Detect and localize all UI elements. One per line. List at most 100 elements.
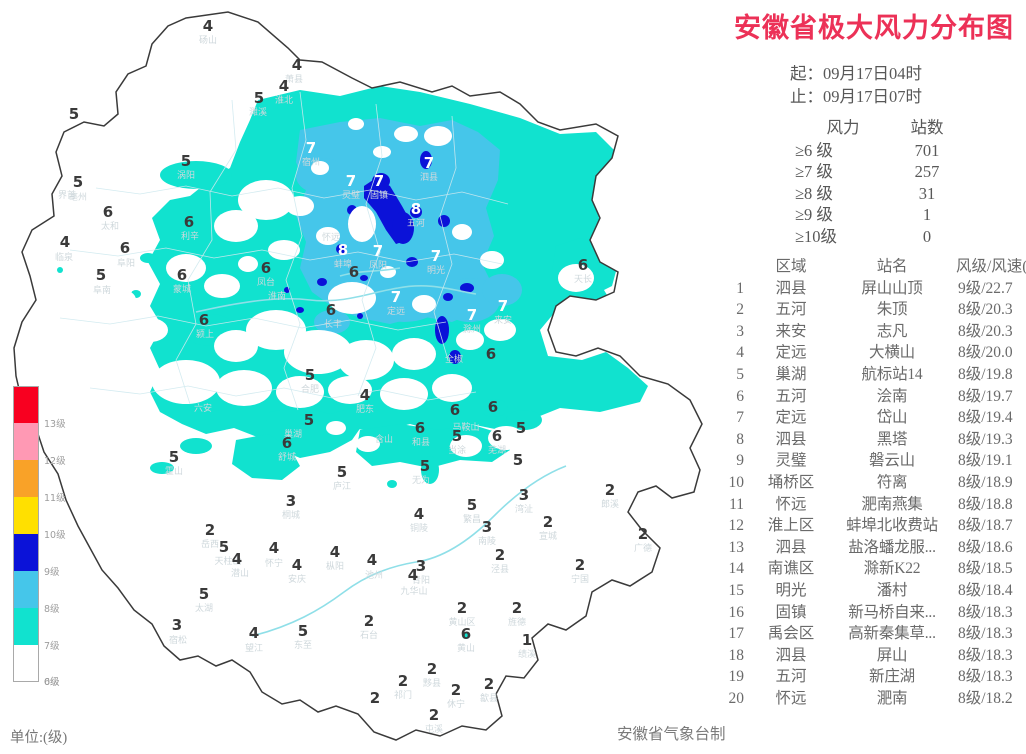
station-index: 18 [728, 646, 745, 664]
legend-band[interactable]: 7级 [13, 608, 60, 652]
summary-row: ≥10级 0 [795, 226, 963, 248]
station-table-body: 1 泗县 屏山山顶 9级/22.7 2 五河 朱顶 8级/20.3 3 来安 志凡 8级/20.3 4 定… [718, 278, 1026, 710]
table-row[interactable]: 1 泗县 屏山山顶 9级/22.7 [718, 278, 1026, 300]
table-row[interactable]: 20 怀远 淝南 8级/18.2 [718, 688, 1026, 710]
station-wind-value: 8级/18.3 [958, 603, 1013, 621]
station-wind-value: 8级/18.3 [958, 668, 1013, 686]
legend-tick: 9级 [44, 567, 60, 578]
station-wind-value: 8级/20.0 [958, 344, 1013, 362]
station-wind-value: 8级/19.3 [958, 430, 1013, 448]
station-area: 泗县 [775, 430, 807, 448]
legend-tick: 12级 [44, 456, 66, 467]
station-wind-value: 8级/18.4 [958, 581, 1013, 599]
station-wind-value: 8级/18.7 [958, 517, 1013, 535]
station-area: 五河 [775, 301, 807, 319]
table-row[interactable]: 2 五河 朱顶 8级/20.3 [718, 299, 1026, 321]
table-row[interactable]: 8 泗县 黑塔 8级/19.3 [718, 429, 1026, 451]
station-area: 淮上区 [767, 517, 815, 535]
header-area: 区域 [775, 258, 807, 275]
summary-count: 31 [918, 183, 936, 203]
legend-band[interactable]: 12级 [13, 423, 66, 467]
top-stations-table[interactable]: 区域 站名 风级/风速(m/s) 1 泗县 屏山山顶 9级/22.7 2 五河 朱顶 8级/2… [718, 256, 1026, 709]
wind-field-layer [57, 86, 648, 639]
station-area: 怀远 [775, 689, 807, 707]
table-row[interactable]: 5 巢湖 航标站14 8级/19.8 [718, 364, 1026, 386]
table-row[interactable]: 18 泗县 屏山 8级/18.3 [718, 645, 1026, 667]
station-index: 10 [728, 473, 745, 491]
summary-count: 1 [922, 205, 932, 224]
station-area: 禹会区 [767, 625, 815, 643]
station-name: 新马桥自来... [848, 603, 936, 621]
station-area: 南谯区 [767, 560, 815, 578]
legend-tick: 11级 [44, 493, 66, 504]
table-row[interactable]: 14 南谯区 滁新K22 8级/18.5 [718, 558, 1026, 580]
table-row[interactable]: 6 五河 浍南 8级/19.7 [718, 386, 1026, 408]
legend-band[interactable]: 13级 [13, 386, 66, 430]
legend-band[interactable]: 10级 [13, 497, 66, 541]
table-row[interactable]: 3 来安 志凡 8级/20.3 [718, 321, 1026, 343]
table-row[interactable]: 19 五河 新庄湖 8级/18.3 [718, 666, 1026, 688]
legend-tick: 0级 [44, 677, 60, 688]
station-area: 巢湖 [775, 365, 807, 383]
station-wind-value: 8级/18.3 [958, 625, 1013, 643]
station-area: 怀远 [775, 495, 807, 513]
summary-row: ≥8 级 31 [795, 183, 963, 205]
wind-level-summary-table: 风力 站数 ≥6 级 701 ≥7 级 257 ≥8 级 31 ≥9 级 1 ≥10级 0 [795, 117, 963, 247]
producer-credit: 安徽省气象台制 [617, 726, 726, 743]
station-wind-value: 8级/19.7 [958, 387, 1013, 405]
station-index: 19 [728, 668, 745, 686]
station-area: 五河 [775, 668, 807, 686]
station-wind-value: 8级/18.5 [958, 560, 1013, 578]
station-name: 浍南 [876, 387, 908, 405]
table-row[interactable]: 16 固镇 新马桥自来... 8级/18.3 [718, 602, 1026, 624]
station-name: 朱顶 [876, 301, 908, 319]
station-name: 符离 [876, 473, 908, 491]
page-title: 安徽省极大风力分布图 [734, 13, 1014, 44]
station-index: 9 [736, 452, 744, 470]
end-time-row: 止：09月17日07时 [790, 85, 922, 108]
legend-tick: 10级 [44, 530, 66, 541]
legend-unit-label: 单位:(级) [10, 730, 68, 746]
station-index: 13 [728, 538, 745, 556]
time-range-block: 起：09月17日04时 止：09月17日07时 [790, 62, 922, 108]
legend-band[interactable]: 9级 [13, 534, 60, 578]
table-row[interactable]: 4 定远 大横山 8级/20.0 [718, 342, 1026, 364]
end-time-value: 09月17日07时 [823, 87, 922, 106]
station-name: 盐洛蟠龙服... [848, 538, 936, 556]
table-row[interactable]: 9 灵璧 磐云山 8级/19.1 [718, 450, 1026, 472]
station-area: 泗县 [775, 279, 807, 297]
legend-band[interactable]: 11级 [13, 460, 66, 504]
table-row[interactable]: 12 淮上区 蚌埠北收费站 8级/18.7 [718, 515, 1026, 537]
summary-level: ≥6 级 [795, 140, 833, 160]
legend-band[interactable]: 6级 0级 [13, 645, 60, 688]
map-panel[interactable]: 砀山 萧县 淮北 濉溪 亳州 涡阳 界首 太和 临泉 阜阳 阜南 利辛 蒙城 颍上 宿州 灵璧 泗县 固镇 五河 凤阳… [0, 0, 726, 754]
table-row[interactable]: 15 明光 潘村 8级/18.4 [718, 580, 1026, 602]
station-area: 泗县 [775, 538, 807, 556]
station-wind-value: 8级/18.3 [958, 646, 1013, 664]
legend-band[interactable]: 8级 [13, 571, 60, 615]
station-area: 固镇 [775, 603, 807, 621]
station-wind-value: 8级/20.3 [958, 301, 1013, 319]
station-area: 明光 [775, 581, 807, 599]
summary-count: 701 [914, 140, 940, 160]
station-name: 蚌埠北收费站 [846, 517, 938, 535]
table-row[interactable]: 11 怀远 淝南燕集 8级/18.8 [718, 494, 1026, 516]
table-row[interactable]: 13 泗县 盐洛蟠龙服... 8级/18.6 [718, 537, 1026, 559]
summary-count: 0 [922, 226, 932, 246]
summary-row: ≥6 级 701 [795, 140, 963, 162]
station-name: 新庄湖 [869, 668, 915, 686]
summary-header-stations: 站数 [910, 118, 944, 137]
wind-level-legend[interactable]: 13级 12级 11级 10级 9级 8级 7级 6级 0级 [13, 386, 66, 688]
table-row[interactable]: 17 禹会区 高新秦集草... 8级/18.3 [718, 623, 1026, 645]
legend-tick: 8级 [44, 604, 60, 615]
summary-level: ≥7 级 [795, 162, 833, 181]
station-index: 14 [728, 560, 745, 578]
table-row[interactable]: 10 埇桥区 符离 8级/18.9 [718, 472, 1026, 494]
station-wind-value: 8级/19.8 [958, 365, 1013, 383]
station-index: 17 [728, 625, 745, 643]
station-name: 黑塔 [876, 430, 908, 448]
province-outline [13, 11, 703, 741]
station-area: 埇桥区 [767, 473, 815, 491]
station-wind-value: 8级/19.4 [958, 409, 1013, 427]
table-row[interactable]: 7 定远 岱山 8级/19.4 [718, 407, 1026, 429]
